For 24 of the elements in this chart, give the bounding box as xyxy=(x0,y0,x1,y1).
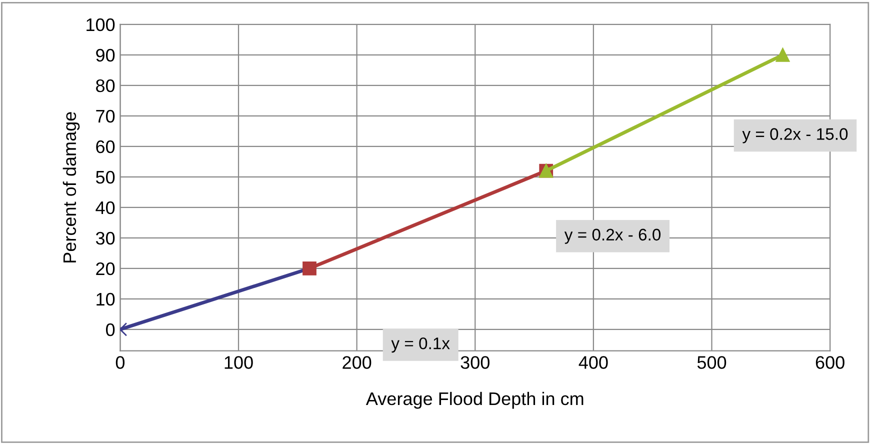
y-tick-label: 70 xyxy=(96,110,115,123)
point xyxy=(776,48,790,62)
x-tick-label: 400 xyxy=(578,356,608,369)
y-tick-label: 90 xyxy=(96,48,115,62)
x-tick-label: 600 xyxy=(816,356,844,369)
annotation: y = 0.2x - 15.0 xyxy=(742,128,848,144)
x-tick-label: 300 xyxy=(460,356,490,369)
y-tick-label: 30 xyxy=(96,232,115,245)
y-tick-label: 60 xyxy=(96,140,115,154)
x-tick-label: 500 xyxy=(697,356,726,369)
x-axis-title: Average Flood Depth in cm xyxy=(366,392,584,409)
y-tick-label: 80 xyxy=(96,79,115,92)
y-tick-label: 100 xyxy=(86,18,115,32)
y-tick-label: 40 xyxy=(96,201,115,214)
annotation: y = 0.2x - 6.0 xyxy=(564,228,661,244)
y-tick-label: 20 xyxy=(96,262,115,276)
annotation: y = 0.1x xyxy=(391,337,450,353)
x-tick-label: 200 xyxy=(342,356,372,369)
x-tick-label: 100 xyxy=(224,356,253,369)
x-tick-label: 0 xyxy=(116,356,125,369)
y-tick-label: 50 xyxy=(96,170,115,184)
y-axis-title: Percent of damage xyxy=(62,112,80,262)
y-tick-label: 0 xyxy=(106,323,115,336)
y-tick-label: 10 xyxy=(96,292,115,306)
